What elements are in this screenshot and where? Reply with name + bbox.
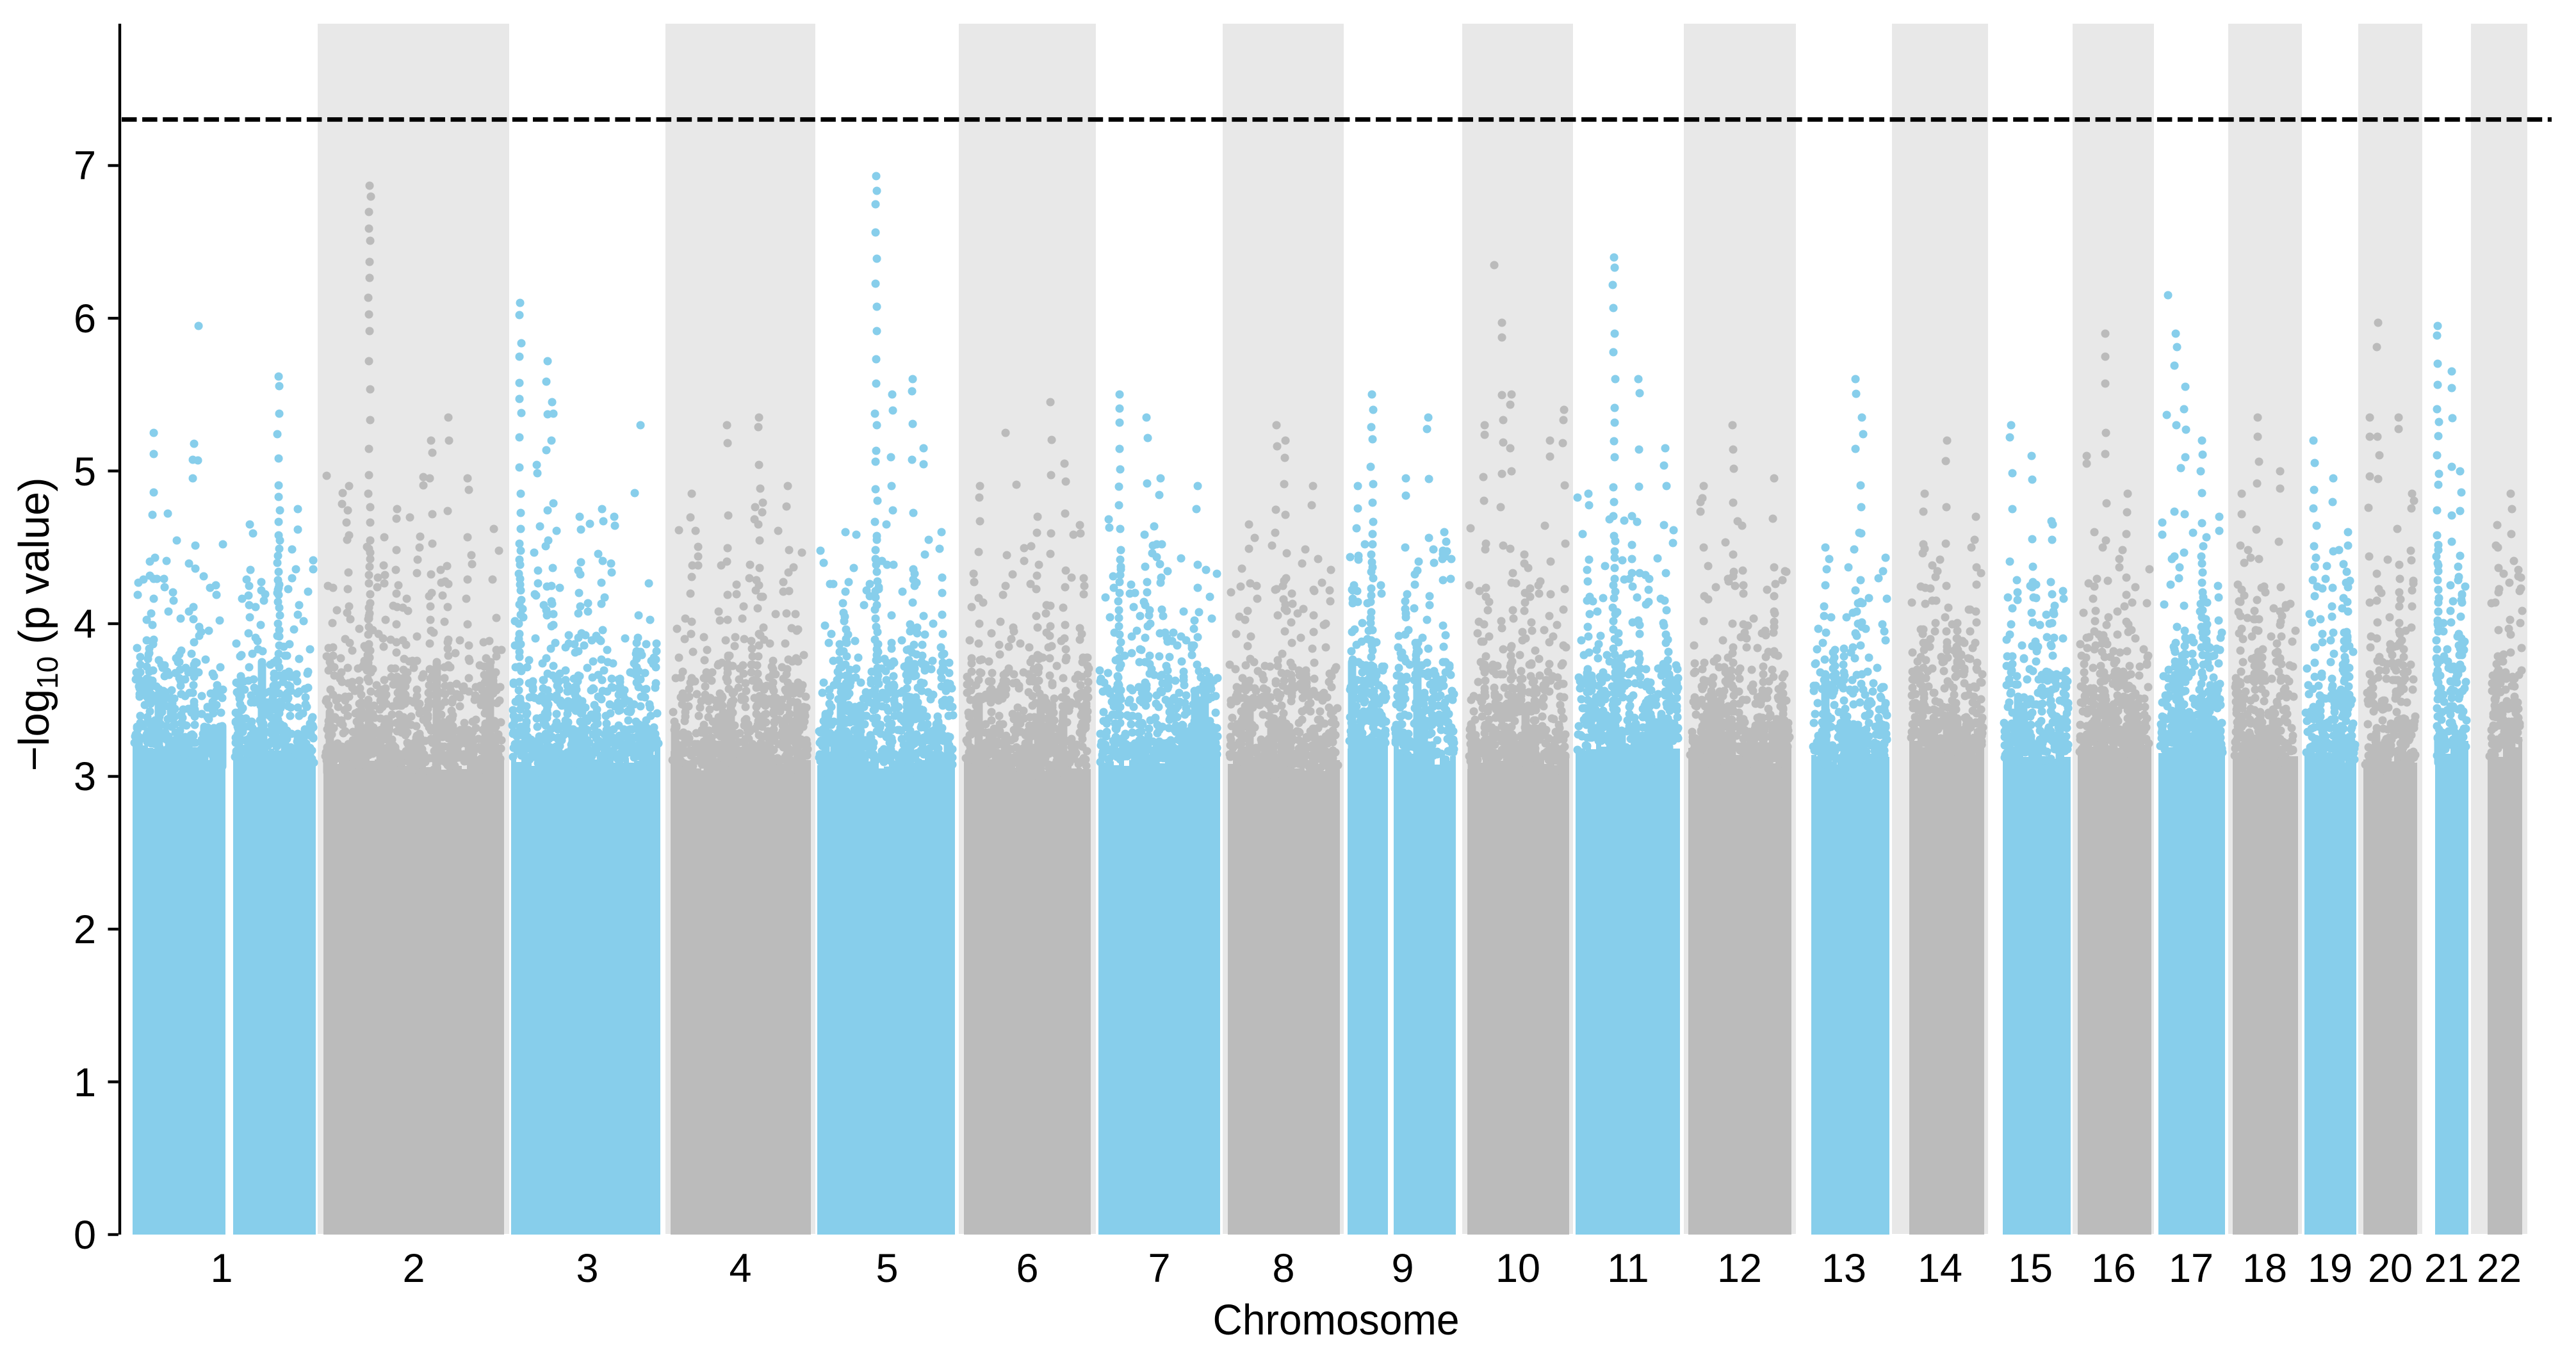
svg-text:2: 2 <box>74 907 96 952</box>
svg-text:11: 11 <box>1607 1246 1649 1291</box>
svg-text:10: 10 <box>1496 1246 1540 1291</box>
svg-text:8: 8 <box>1272 1246 1294 1291</box>
svg-text:18: 18 <box>2242 1246 2287 1291</box>
svg-text:2: 2 <box>402 1246 425 1291</box>
svg-text:19: 19 <box>2308 1246 2352 1291</box>
svg-text:16: 16 <box>2091 1246 2136 1291</box>
svg-text:13: 13 <box>1822 1246 1866 1291</box>
svg-text:3: 3 <box>576 1246 598 1291</box>
svg-text:22: 22 <box>2477 1246 2522 1291</box>
svg-text:7: 7 <box>1148 1246 1170 1291</box>
svg-text:3: 3 <box>74 754 96 799</box>
svg-text:−log10 (p value): −log10 (p value) <box>10 477 64 771</box>
svg-text:5: 5 <box>876 1246 898 1291</box>
svg-text:6: 6 <box>1016 1246 1038 1291</box>
svg-text:14: 14 <box>1918 1246 1962 1291</box>
svg-text:1: 1 <box>74 1060 96 1105</box>
svg-text:6: 6 <box>74 296 96 341</box>
svg-text:9: 9 <box>1391 1246 1414 1291</box>
svg-text:5: 5 <box>74 450 96 494</box>
svg-text:7: 7 <box>74 143 96 188</box>
svg-text:4: 4 <box>74 602 96 647</box>
svg-text:20: 20 <box>2368 1246 2413 1291</box>
svg-text:4: 4 <box>729 1246 751 1291</box>
svg-text:17: 17 <box>2169 1246 2213 1291</box>
svg-text:1: 1 <box>210 1246 232 1291</box>
svg-text:15: 15 <box>2008 1246 2053 1291</box>
svg-text:Chromosome: Chromosome <box>1213 1296 1460 1344</box>
svg-text:0: 0 <box>74 1213 96 1258</box>
svg-text:21: 21 <box>2424 1246 2469 1291</box>
svg-text:12: 12 <box>1717 1246 1762 1291</box>
